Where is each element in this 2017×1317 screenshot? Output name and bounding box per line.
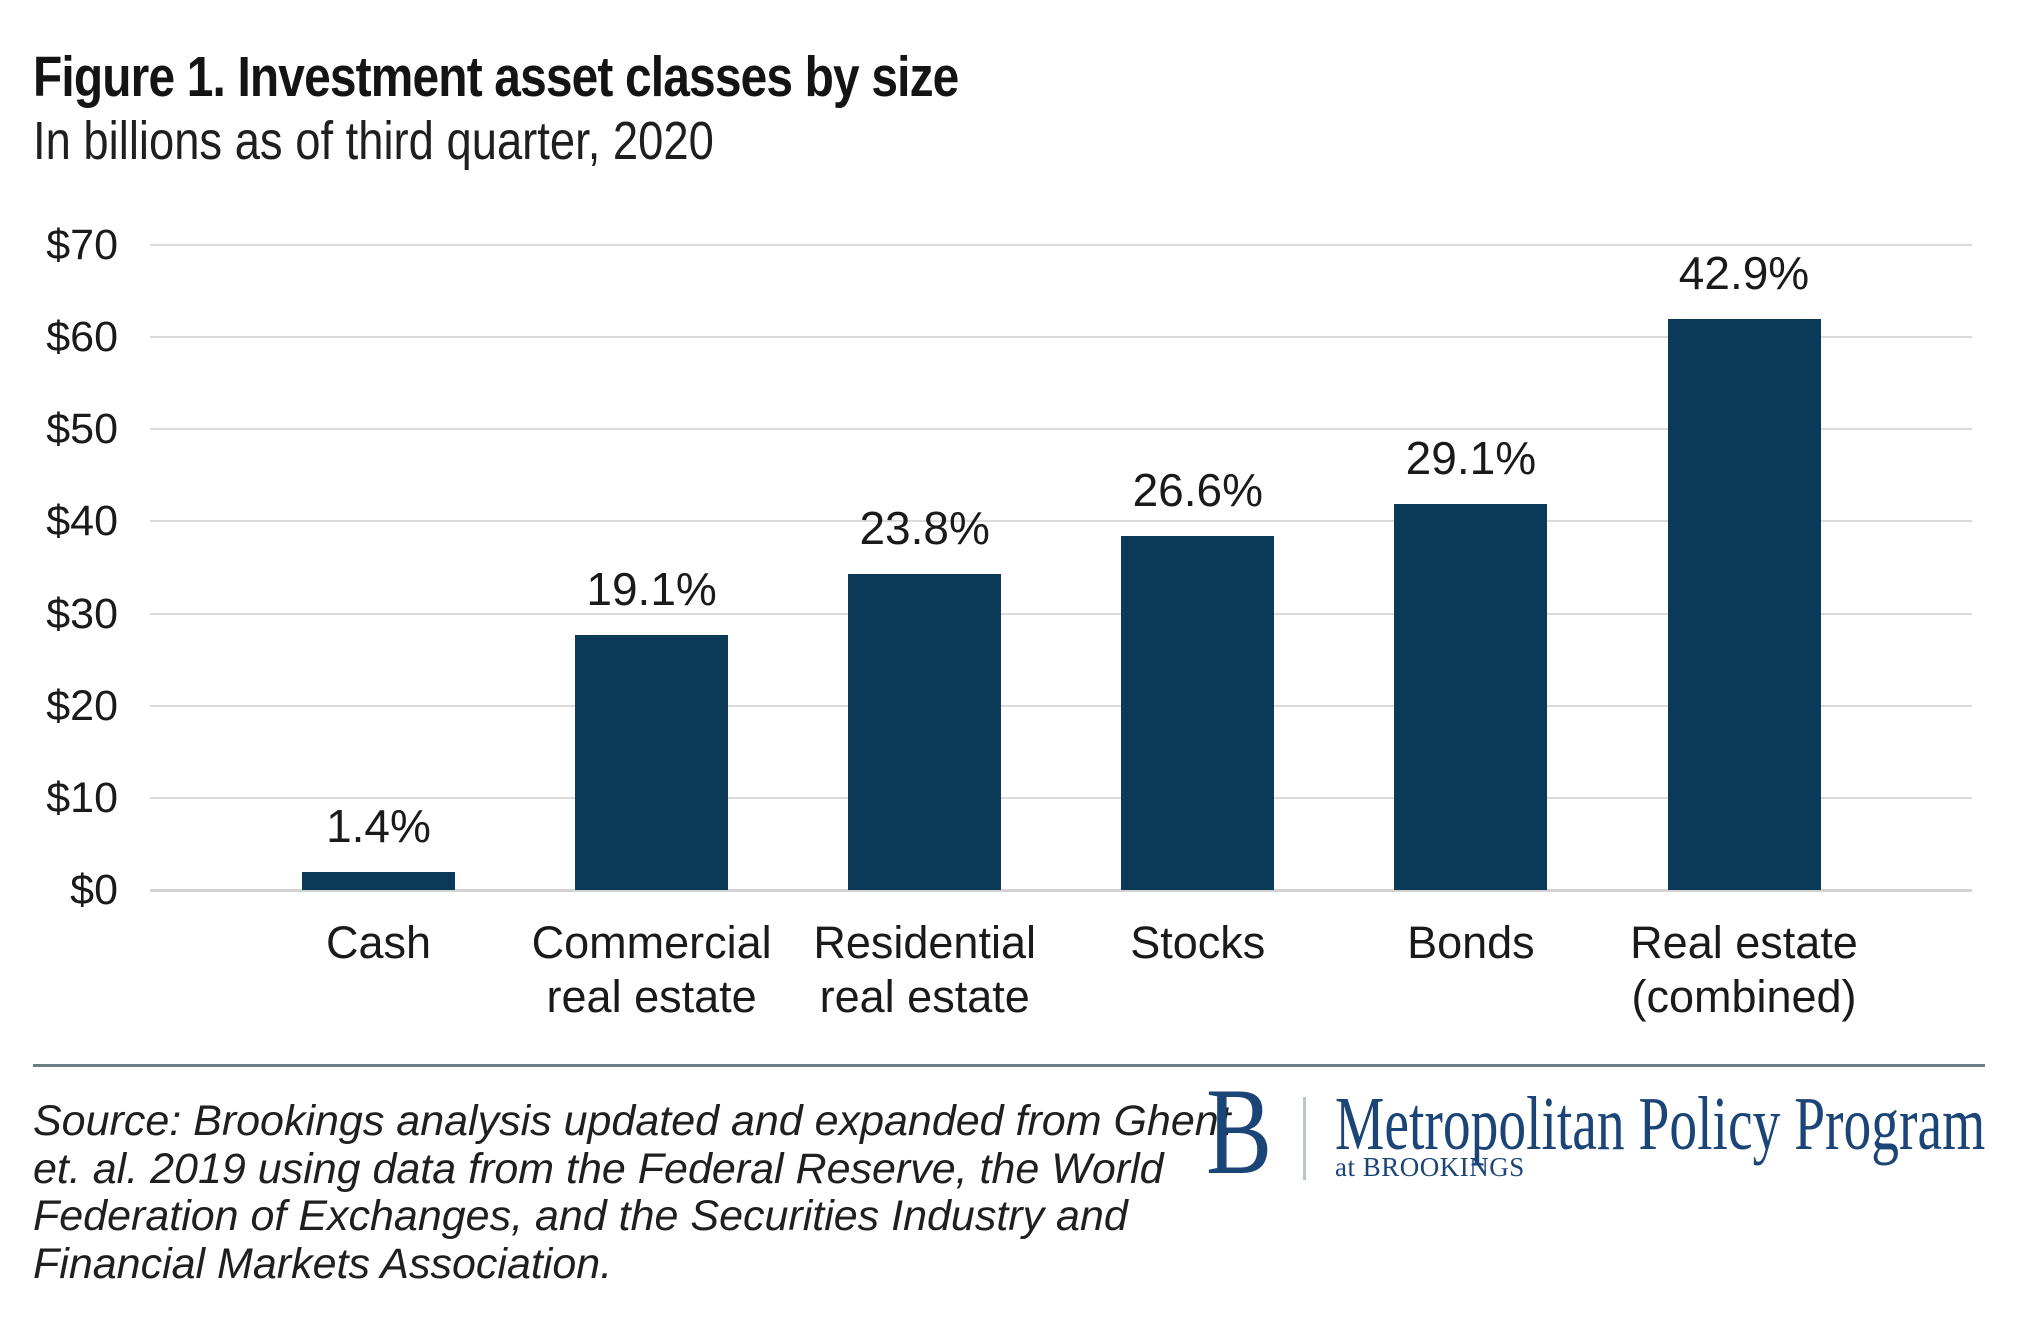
source-line: Source: Brookings analysis updated and e… [33,1097,1231,1145]
y-axis-tick-label: $70 [46,221,118,269]
source-line: et. al. 2019 using data from the Federal… [33,1144,1164,1193]
gridline [150,889,1972,892]
x-axis-category-line: Bonds [1407,917,1535,968]
y-axis-tick-label: $30 [46,589,118,638]
y-axis-tick-label: $50 [46,405,118,454]
x-axis-category-line: Cash [325,917,432,968]
bar-cash [302,872,455,890]
figure-subtitle: In billions as of third quarter, 2020 [33,111,714,171]
x-axis-category-line: Residential [813,917,1036,968]
x-axis-category-label: Stocks [1028,916,1368,970]
x-axis-category-label: Cash [209,916,549,970]
figure-title: Figure 1. Investment asset classes by si… [33,45,959,109]
bar-real-estate-combined- [1667,319,1821,890]
bar-value-label: 23.8% [859,502,990,554]
source-attribution: Source: Brookings analysis updated and e… [33,1097,1231,1288]
bar-commercial-real-estate [575,635,729,890]
x-axis-category-line: real estate [819,971,1030,1022]
x-axis-category-line: Commercial [531,917,772,968]
bar-residential-real-estate [848,574,1002,890]
x-axis-category-line: Stocks [1130,917,1266,968]
y-axis-tick-label: $40 [46,497,118,546]
x-axis-category-label: Residential real estate [755,916,1095,1024]
brookings-logo-monogram: B [1206,1063,1273,1200]
gridline [150,520,1972,523]
source-line: Financial Markets Association. [33,1239,613,1288]
bar-value-label: 29.1% [1405,432,1537,484]
footer-divider [33,1064,1985,1067]
logo-at-brookings: at BROOKINGS [1335,1152,1525,1182]
bar-stocks [1121,536,1275,890]
gridline [150,612,1972,615]
bar-bonds [1394,504,1548,890]
gridline [150,428,1972,431]
x-axis-category-label: Real estate (combined) [1574,916,1914,1024]
bar-value-label: 1.4% [326,800,431,852]
y-axis-tick-label: $10 [46,773,118,822]
gridline [150,244,1972,246]
y-axis-tick-label: $60 [46,313,118,362]
bar-value-label: 26.6% [1132,464,1264,516]
gridline [150,796,1972,799]
x-axis-category-label: Commercial real estate [482,916,822,1024]
x-axis-category-line: (combined) [1631,971,1857,1022]
x-axis-category-label: Bonds [1301,916,1641,970]
logo-divider-rule [1303,1097,1306,1180]
gridline [150,704,1972,707]
source-line: Federation of Exchanges, and the Securit… [33,1192,1128,1240]
y-axis-tick-label: $20 [46,681,118,730]
y-axis-tick-label: $0 [70,866,118,914]
x-axis-category-line: real estate [546,971,757,1022]
bar-value-label: 19.1% [586,563,717,615]
bar-value-label: 42.9% [1678,247,1810,299]
x-axis-category-line: Real estate [1630,917,1858,968]
logo-program-name: Metropolitan Policy Program [1335,1082,1986,1166]
gridline [150,336,1972,339]
